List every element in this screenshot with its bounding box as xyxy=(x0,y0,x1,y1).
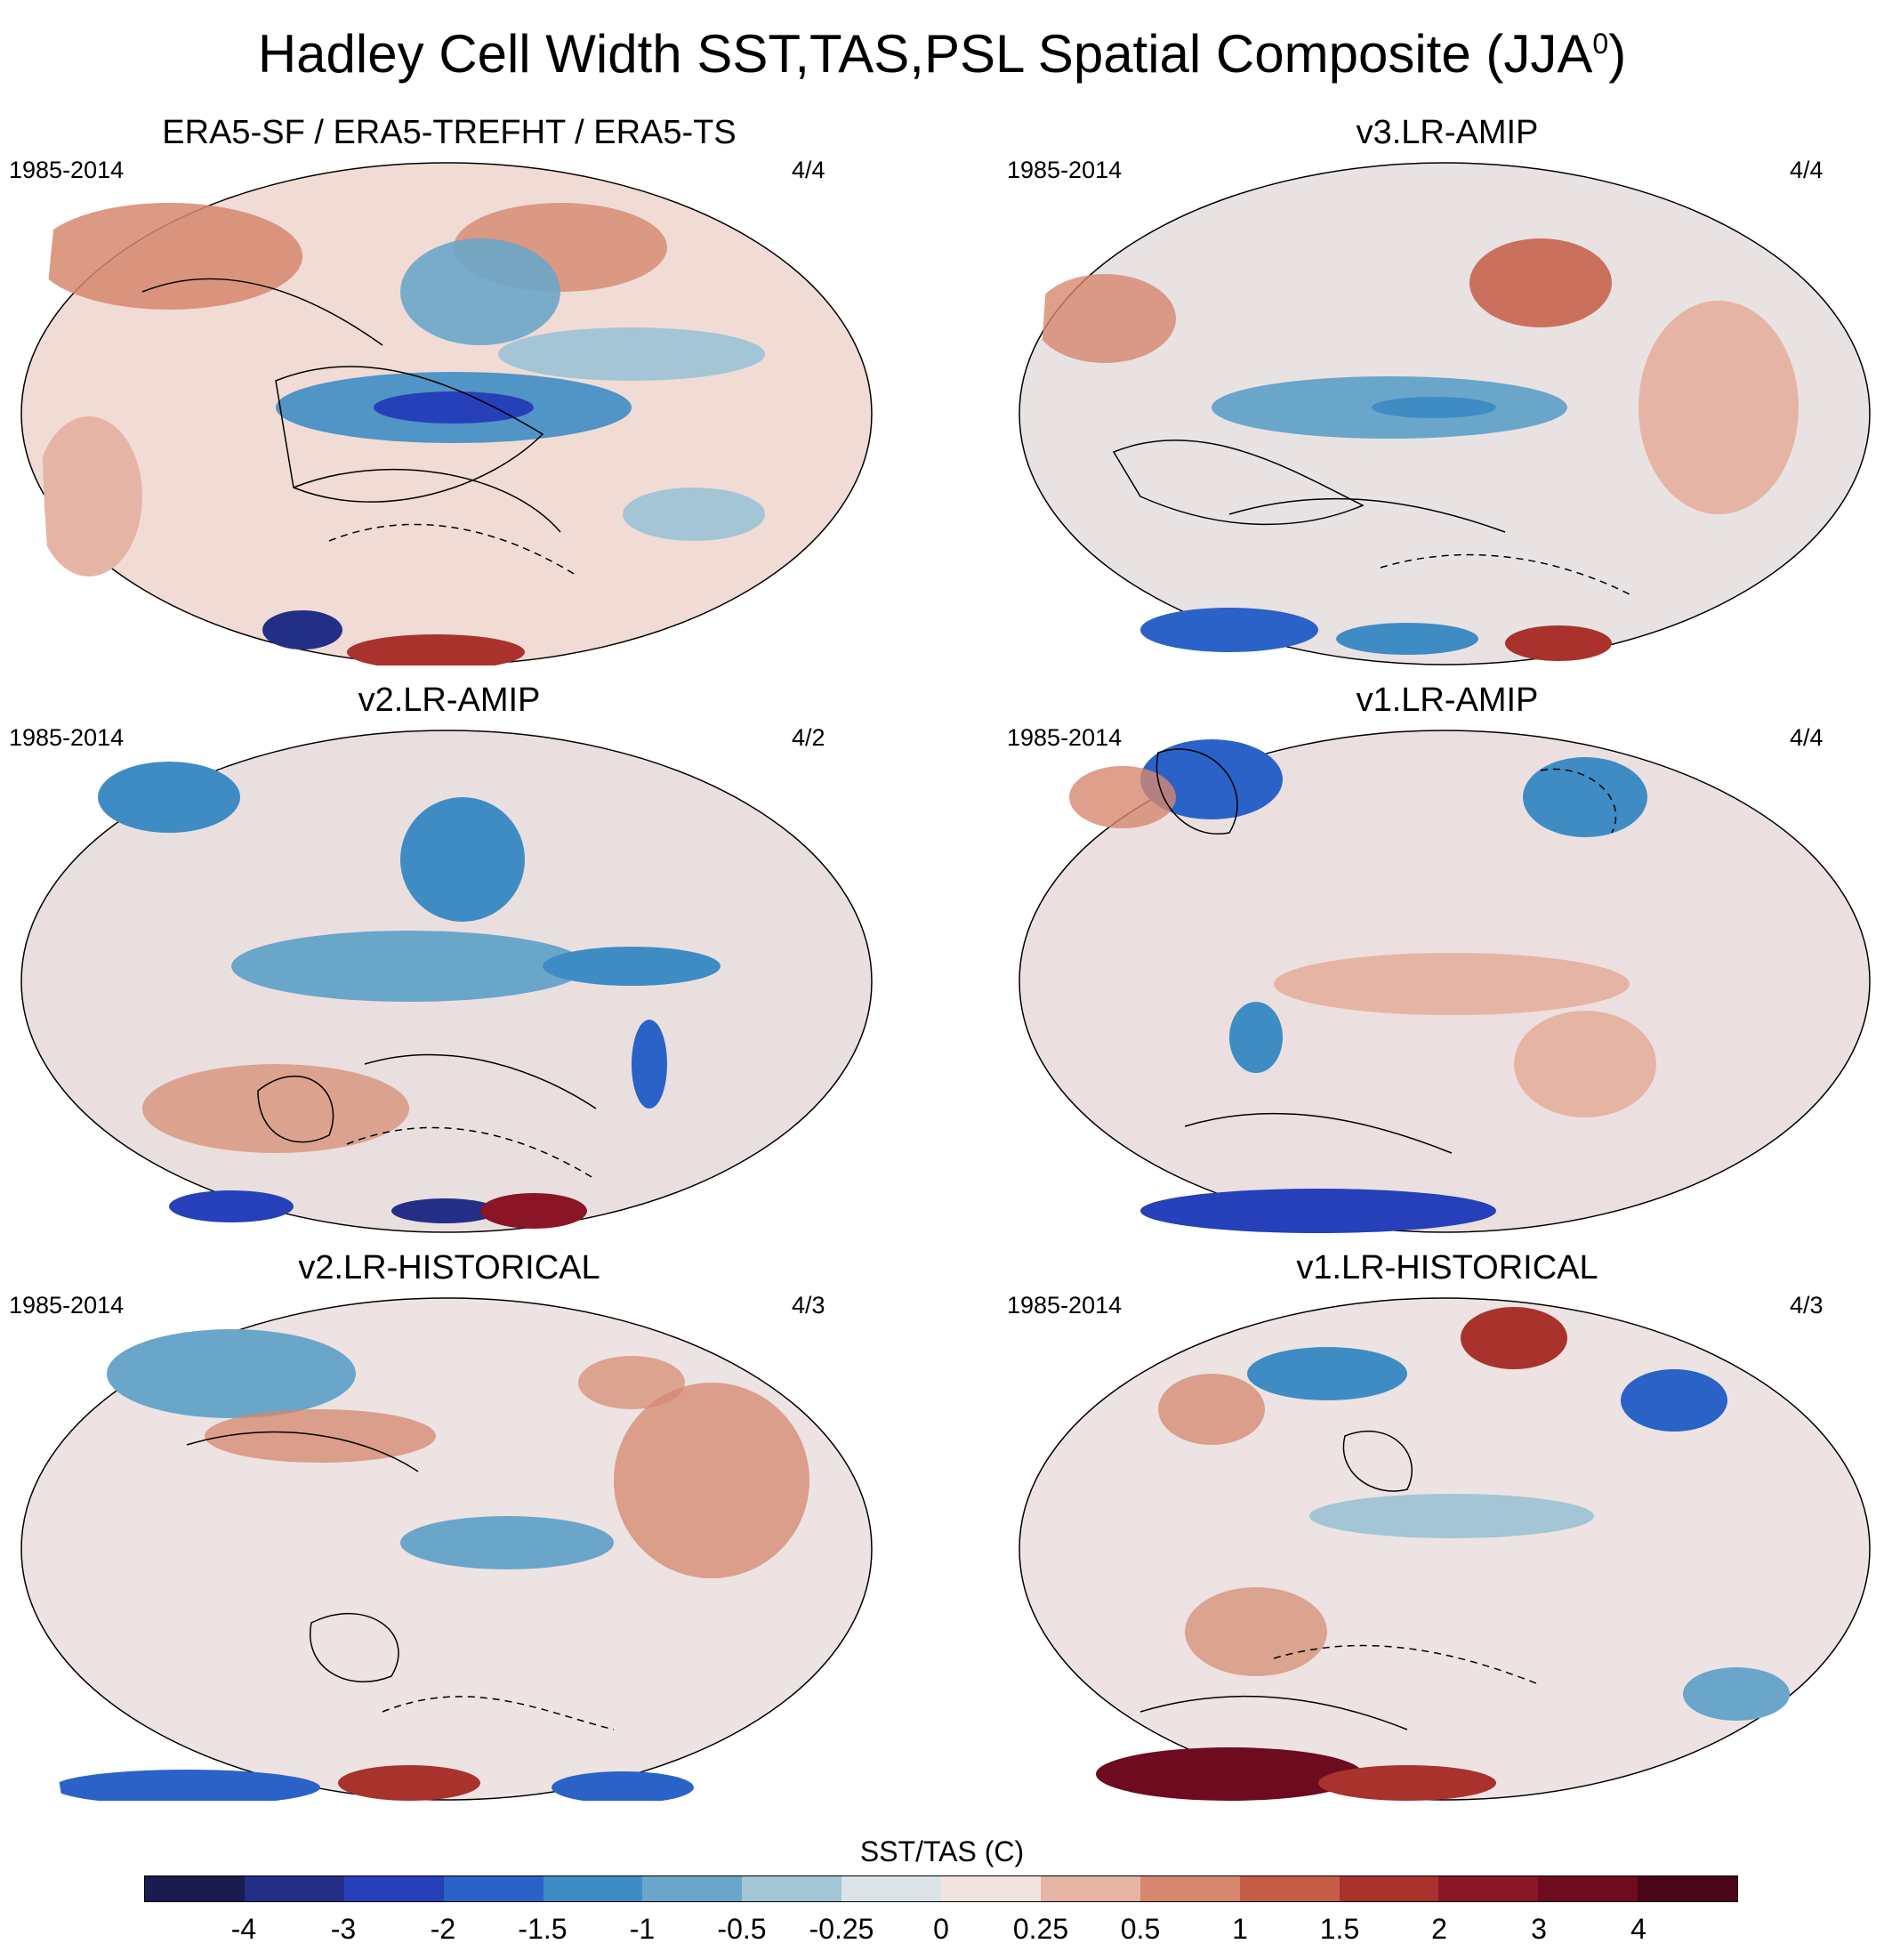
panel-title: v1.LR-AMIP xyxy=(1356,682,1539,719)
colorbar-swatch xyxy=(941,1876,1041,1901)
map-v2-lr-amip xyxy=(20,730,873,1233)
colorbar-swatch xyxy=(1239,1876,1340,1901)
colorbar-swatch xyxy=(343,1876,444,1901)
colorbar-swatch xyxy=(1438,1876,1539,1901)
panel-title: v2.LR-HISTORICAL xyxy=(298,1249,600,1287)
colorbar-swatch xyxy=(443,1876,543,1901)
colorbar-tick-label: 0.5 xyxy=(1120,1913,1161,1945)
figure-title: Hadley Cell Width SST,TAS,PSL Spatial Co… xyxy=(0,23,1884,85)
colorbar-label: SST/TAS (C) xyxy=(859,1835,1025,1867)
colorbar-swatch xyxy=(642,1876,743,1901)
colorbar-swatch xyxy=(1339,1876,1439,1901)
map-panel-era5: ERA5-SF / ERA5-TREFHT / ERA5-TS 1985-201… xyxy=(9,114,898,683)
panel-period: 1985-2014 xyxy=(9,157,125,183)
figure-title-superscript: 0 xyxy=(1592,28,1609,60)
panel-period: 1985-2014 xyxy=(1007,157,1123,183)
colorbar-tick-label: -1.5 xyxy=(518,1913,568,1945)
colorbar-tick-label: 3 xyxy=(1531,1913,1547,1945)
colorbar-tick-label: 0 xyxy=(933,1913,949,1945)
panel-title: v2.LR-AMIP xyxy=(358,682,541,719)
colorbar-swatch xyxy=(742,1876,842,1901)
colorbar-swatch xyxy=(145,1876,245,1901)
colorbar-swatch xyxy=(543,1876,643,1901)
panel-count: 4/2 xyxy=(792,724,825,751)
panel-period: 1985-2014 xyxy=(1007,724,1123,751)
colorbar-swatch xyxy=(841,1876,941,1901)
map-panel-v3-lr-amip: v3.LR-AMIP 1985-2014 4/4 xyxy=(1007,114,1884,683)
panel-period: 1985-2014 xyxy=(9,724,125,751)
panel-period: 1985-2014 xyxy=(1007,1292,1123,1319)
panel-count: 4/4 xyxy=(1790,724,1824,751)
panel-period: 1985-2014 xyxy=(9,1292,125,1319)
panel-count: 4/3 xyxy=(1790,1292,1824,1319)
map-v1-lr-historical xyxy=(1018,1297,1871,1801)
colorbar-tick-label: -0.25 xyxy=(809,1913,874,1945)
figure-title-text: Hadley Cell Width SST,TAS,PSL Spatial Co… xyxy=(257,24,1593,84)
colorbar-tick-label: 0.25 xyxy=(1012,1913,1069,1945)
colorbar-tick-label: 4 xyxy=(1630,1913,1646,1945)
panel-count: 4/3 xyxy=(792,1292,825,1319)
colorbar-ticks: -4 -3 -2 -1.5 -1 -0.5 -0.25 0 0.25 0.5 1 1.5 2 3 4 xyxy=(144,1904,1738,1957)
colorbar xyxy=(144,1875,1738,1902)
colorbar-tick-label: -3 xyxy=(330,1913,357,1945)
panel-count: 4/4 xyxy=(792,157,825,183)
panel-title: v3.LR-AMIP xyxy=(1356,114,1539,151)
colorbar-swatch xyxy=(1040,1876,1140,1901)
map-panel-v1-lr-historical: v1.LR-HISTORICAL 1985-2014 4/3 xyxy=(1007,1249,1884,1819)
colorbar-swatch xyxy=(1139,1876,1240,1901)
map-v2-lr-historical xyxy=(20,1297,873,1801)
map-era5 xyxy=(20,162,873,665)
colorbar-tick-label: -0.5 xyxy=(717,1913,767,1945)
map-panel-v2-lr-amip: v2.LR-AMIP 1985-2014 4/2 xyxy=(9,682,898,1251)
colorbar-tick-label: 2 xyxy=(1431,1913,1447,1945)
colorbar-tick-label: 1 xyxy=(1232,1913,1248,1945)
colorbar-tick-label: -1 xyxy=(629,1913,656,1945)
colorbar-tick-label: -4 xyxy=(230,1913,257,1945)
panel-count: 4/4 xyxy=(1790,157,1824,183)
colorbar-swatch xyxy=(1638,1876,1737,1901)
panel-title: ERA5-SF / ERA5-TREFHT / ERA5-TS xyxy=(162,114,737,151)
colorbar-tick-label: 1.5 xyxy=(1319,1913,1360,1945)
map-panel-v2-lr-historical: v2.LR-HISTORICAL 1985-2014 4/3 xyxy=(9,1249,898,1819)
map-panel-v1-lr-amip: v1.LR-AMIP 1985-2014 4/4 xyxy=(1007,682,1884,1251)
colorbar-tick-label: -2 xyxy=(430,1913,456,1945)
panel-title: v1.LR-HISTORICAL xyxy=(1296,1249,1598,1287)
colorbar-swatch xyxy=(244,1876,344,1901)
map-v3-lr-amip xyxy=(1018,162,1871,665)
colorbar-swatch xyxy=(1538,1876,1638,1901)
figure-title-close: ) xyxy=(1608,24,1627,84)
map-v1-lr-amip xyxy=(1018,730,1871,1233)
